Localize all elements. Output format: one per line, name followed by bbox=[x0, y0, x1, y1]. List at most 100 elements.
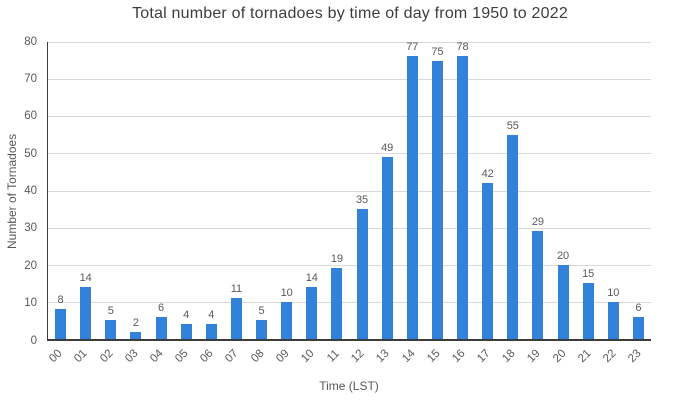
y-axis-ticks: 0 10 20 30 40 50 60 70 80 bbox=[0, 36, 43, 346]
bar-value-label: 15 bbox=[582, 268, 595, 281]
y-tick-label: 10 bbox=[24, 296, 37, 309]
bar-value-label: 20 bbox=[556, 249, 570, 262]
bar-19 bbox=[532, 231, 544, 339]
x-tick-slot: 05 bbox=[173, 344, 198, 374]
x-tick-label: 20 bbox=[550, 347, 569, 365]
x-tick-label: 19 bbox=[525, 347, 544, 365]
bar-slot: 20 bbox=[551, 42, 576, 339]
bar-08 bbox=[256, 320, 268, 339]
x-tick-slot: 15 bbox=[425, 344, 450, 374]
x-tick-label: 07 bbox=[223, 347, 242, 365]
bar-slot: 75 bbox=[425, 42, 450, 339]
x-axis-ticks: 00 01 02 03 04 05 06 07 08 09 10 11 12 13 14 15 16 17 18 19… bbox=[47, 344, 651, 374]
bar-01 bbox=[80, 287, 92, 339]
y-tick-label: 60 bbox=[24, 110, 37, 122]
bar-slot: 14 bbox=[73, 42, 98, 339]
bar-slot: 78 bbox=[450, 42, 475, 339]
gridline bbox=[48, 264, 651, 266]
x-tick-label: 04 bbox=[147, 347, 166, 365]
bar-03 bbox=[130, 331, 142, 339]
bar-value-label: 4 bbox=[183, 309, 190, 322]
bar-value-label: 6 bbox=[158, 301, 165, 314]
bar-slot: 55 bbox=[500, 42, 525, 339]
bar-slot: 10 bbox=[274, 42, 299, 339]
x-tick-slot: 23 bbox=[626, 344, 651, 374]
x-tick-slot: 08 bbox=[248, 344, 273, 374]
bar-value-label: 6 bbox=[635, 301, 642, 314]
x-tick-label: 16 bbox=[450, 347, 468, 365]
x-tick-slot: 18 bbox=[500, 344, 525, 374]
bar-slot: 42 bbox=[475, 42, 500, 339]
bar-slot: 29 bbox=[525, 42, 550, 339]
y-tick-label: 80 bbox=[24, 35, 37, 48]
bar-12 bbox=[356, 209, 368, 339]
x-tick-slot: 20 bbox=[550, 344, 575, 374]
bar-23 bbox=[632, 316, 644, 339]
bar-value-label: 78 bbox=[456, 41, 469, 53]
bar-value-label: 14 bbox=[305, 272, 318, 285]
bar-10 bbox=[306, 287, 318, 339]
x-tick-slot: 04 bbox=[148, 344, 173, 374]
bar-slot: 6 bbox=[626, 42, 651, 339]
x-axis-title: Time (LST) bbox=[319, 379, 379, 393]
x-tick-label: 05 bbox=[173, 347, 191, 365]
y-tick-label: 20 bbox=[24, 259, 37, 272]
x-tick-label: 17 bbox=[475, 347, 493, 365]
gridline bbox=[48, 42, 651, 43]
bar-04 bbox=[155, 316, 167, 339]
bar-value-label: 49 bbox=[381, 142, 394, 155]
x-tick-label: 13 bbox=[374, 347, 393, 365]
gridline bbox=[48, 79, 651, 81]
bar-slot: 8 bbox=[48, 42, 73, 339]
y-tick-label: 0 bbox=[30, 334, 37, 347]
bar-slot: 4 bbox=[199, 42, 224, 339]
bar-value-label: 5 bbox=[258, 305, 265, 318]
bar-value-label: 2 bbox=[132, 316, 139, 329]
x-tick-slot: 02 bbox=[97, 344, 122, 374]
x-tick-label: 03 bbox=[122, 347, 141, 365]
bar-07 bbox=[230, 298, 242, 339]
bar-16 bbox=[457, 56, 469, 339]
bar-slot: 4 bbox=[174, 42, 199, 339]
x-tick-label: 09 bbox=[273, 347, 292, 365]
x-tick-label: 06 bbox=[198, 347, 216, 365]
x-tick-slot: 22 bbox=[601, 344, 626, 374]
x-tick-slot: 00 bbox=[47, 344, 72, 374]
bar-slot: 77 bbox=[400, 42, 425, 339]
gridline bbox=[48, 153, 651, 155]
gridline bbox=[48, 227, 651, 229]
bar-slot: 49 bbox=[375, 42, 400, 339]
bar-slot: 10 bbox=[601, 42, 626, 339]
bar-20 bbox=[557, 264, 569, 339]
bar-value-label: 77 bbox=[406, 41, 419, 53]
bar-slot: 2 bbox=[123, 42, 148, 339]
y-tick-label: 30 bbox=[24, 222, 37, 235]
gridline bbox=[48, 301, 651, 303]
bar-value-label: 35 bbox=[355, 194, 369, 207]
gridline bbox=[48, 116, 651, 118]
x-tick-slot: 19 bbox=[525, 344, 550, 374]
bar-13 bbox=[381, 157, 393, 339]
bar-14 bbox=[406, 56, 418, 339]
x-tick-slot: 09 bbox=[274, 344, 299, 374]
bar-value-label: 42 bbox=[481, 168, 494, 181]
bar-value-label: 4 bbox=[208, 309, 215, 322]
x-tick-label: 15 bbox=[424, 347, 443, 365]
x-tick-label: 18 bbox=[500, 347, 518, 365]
x-tick-label: 22 bbox=[601, 347, 619, 365]
bar-value-label: 8 bbox=[57, 294, 64, 307]
x-tick-label: 11 bbox=[324, 347, 342, 365]
x-tick-slot: 21 bbox=[576, 344, 601, 374]
bar-05 bbox=[180, 324, 192, 339]
x-tick-slot: 03 bbox=[123, 344, 148, 374]
x-tick-slot: 12 bbox=[349, 344, 374, 374]
x-tick-slot: 01 bbox=[72, 344, 97, 374]
x-tick-slot: 06 bbox=[198, 344, 223, 374]
bar-value-label: 19 bbox=[330, 253, 344, 266]
bar-06 bbox=[205, 324, 217, 339]
bar-17 bbox=[482, 183, 494, 339]
x-tick-slot: 14 bbox=[399, 344, 424, 374]
y-tick-label: 50 bbox=[24, 147, 37, 160]
bar-18 bbox=[507, 134, 519, 339]
x-tick-slot: 16 bbox=[450, 344, 475, 374]
